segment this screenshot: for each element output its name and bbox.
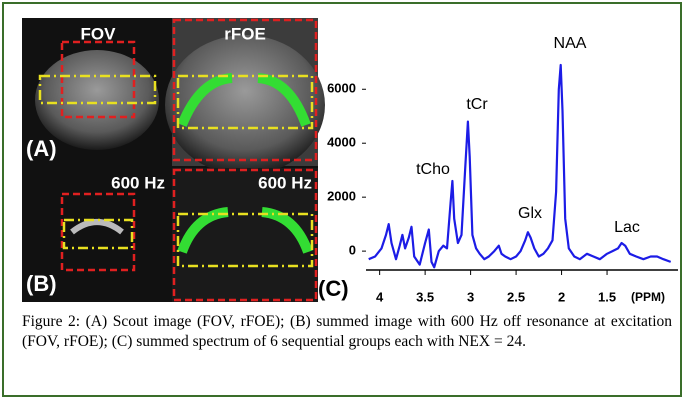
x-axis-label: (PPM)	[631, 290, 665, 304]
slab-boxes	[38, 74, 314, 268]
peak-label: tCho	[416, 161, 450, 178]
x-tick-label: 3	[467, 289, 474, 304]
summed-signal	[70, 219, 124, 235]
image-label: 600 Hz	[258, 173, 312, 192]
image-label: rFOE	[224, 24, 266, 43]
peak-label: NAA	[554, 35, 587, 52]
spectrum-line	[368, 63, 672, 269]
image-label: FOV	[81, 24, 117, 43]
panel-label: (B)	[26, 271, 57, 296]
fov-boxes	[60, 18, 318, 302]
image-label: 600 Hz	[111, 173, 165, 192]
x-tick-label: 1.5	[598, 289, 616, 304]
y-tick-label: 6000	[327, 81, 356, 96]
peak-label: Lac	[614, 219, 640, 236]
caption: Figure 2: (A) Scout image (FOV, rFOE); (…	[22, 313, 672, 350]
green-region	[177, 73, 311, 127]
panel-label: (A)	[26, 136, 57, 161]
peak-label: Glx	[518, 205, 542, 222]
x-tick-label: 2	[558, 289, 565, 304]
y-tick-label: 2000	[327, 189, 356, 204]
peak-label: tCr	[466, 96, 488, 113]
y-tick-label: 4000	[327, 135, 356, 150]
brain-rfoe	[165, 35, 325, 175]
panel-bg	[172, 168, 318, 302]
x-tick-label: 4	[376, 289, 384, 304]
x-tick-label: 3.5	[416, 289, 434, 304]
image-panels: FOV rFOE (A) 600 Hz 600 Hz (B)	[22, 18, 325, 302]
figure-frame	[2, 2, 682, 397]
spectrum-chart: (C) (PPM) 0 2000 4000 6000 4 3.5 3 2.5 2 1.5 tCho t…	[318, 35, 678, 304]
panel-label: (C)	[318, 276, 349, 301]
y-tick-label: 0	[349, 243, 356, 258]
x-tick-label: 2.5	[507, 289, 525, 304]
